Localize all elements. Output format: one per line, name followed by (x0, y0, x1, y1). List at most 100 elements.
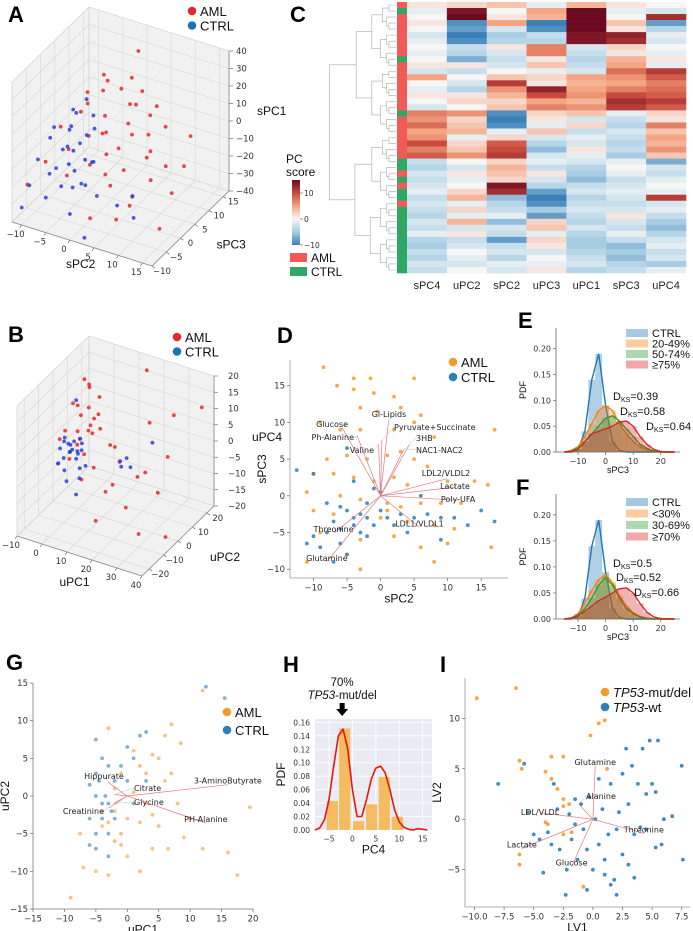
data-point (136, 532, 141, 536)
data-point (358, 512, 363, 516)
y-tick-label: 0 (188, 239, 193, 249)
heatmap-cell (526, 38, 567, 45)
heatmap-row (397, 26, 687, 33)
data-point (486, 482, 490, 487)
histogram-bar (629, 441, 637, 452)
heatmap-cell (486, 104, 527, 111)
data-point (392, 534, 396, 539)
gridline (52, 500, 179, 542)
data-point (58, 124, 63, 129)
heatmap-row (397, 170, 687, 177)
loading-vector (380, 495, 420, 528)
ks-symbol: D (646, 421, 654, 433)
label-leader-line (539, 811, 544, 814)
gridline (88, 384, 215, 426)
column-label: sPC3 (613, 280, 640, 292)
data-point (116, 146, 121, 151)
column-label: uPC4 (652, 280, 680, 292)
heatmap-cell (526, 260, 567, 268)
heatmap-cell (646, 8, 687, 15)
colorbar-tick-label: −10 (304, 241, 320, 250)
data-point (157, 226, 162, 231)
heatmap-cell (486, 260, 527, 268)
legend-swatch (626, 339, 648, 348)
heatmap-row (397, 182, 687, 189)
data-point (385, 515, 390, 520)
label-leader-line (113, 801, 135, 804)
gridline (88, 24, 230, 69)
legend-marker-ctrl (172, 347, 182, 356)
row-group-annotation (397, 20, 407, 27)
heatmap-cell (646, 104, 687, 111)
x-tick-label: 15 (131, 268, 142, 278)
dendrogram (329, 4, 396, 271)
column-label: uPC1 (573, 280, 601, 292)
data-point (204, 684, 208, 689)
heatmap-cell (407, 260, 448, 268)
loading-vector (114, 794, 128, 797)
data-point (626, 802, 631, 806)
ks-value: =0.66 (651, 587, 679, 599)
heatmap-cell (446, 50, 488, 57)
x-tick-label: −5.0 (523, 913, 544, 923)
heatmap-cell (486, 128, 527, 135)
heatmap-cell (646, 128, 687, 135)
data-point (608, 882, 613, 887)
data-point (489, 545, 494, 550)
data-point (564, 867, 569, 872)
series-0 (474, 686, 609, 889)
heatmap-cell (566, 80, 607, 87)
data-point (79, 181, 84, 186)
data-point (304, 541, 309, 546)
heatmap-cell (486, 20, 527, 27)
y-tick-label: 0.12 (293, 745, 310, 754)
heatmap-cell (566, 170, 607, 177)
data-point (445, 541, 450, 546)
x-tick-label: 30 (106, 573, 117, 583)
data-point (596, 842, 601, 847)
z-tick-label: −10 (236, 135, 254, 145)
heatmap-cell (606, 224, 647, 232)
histogram-bar (602, 428, 610, 452)
row-group-annotation (397, 2, 407, 9)
heatmap-cell (446, 170, 488, 177)
histogram-bar (609, 441, 616, 452)
heatmap-cell (486, 152, 527, 159)
gridline (88, 335, 215, 377)
heatmap-cell (526, 152, 567, 159)
heatmap-row (397, 212, 687, 220)
x-tick (14, 535, 18, 540)
arrow-down-icon (336, 703, 349, 716)
heatmap-cell (486, 50, 527, 57)
y-tick-label: −10 (166, 556, 184, 566)
x-tick (67, 240, 71, 244)
data-point (596, 777, 601, 781)
heatmap-cell (446, 32, 488, 39)
histogram-bar (636, 616, 644, 619)
heatmap-cell (446, 122, 488, 129)
histogram-bar (574, 614, 582, 619)
row-group-annotation (397, 164, 407, 171)
y-tick-label: 0 (186, 542, 191, 552)
z-tick-label: 0 (228, 437, 233, 447)
series-1 (496, 738, 685, 897)
heatmap-cell (566, 128, 607, 135)
y-tick-label: −20 (151, 570, 169, 580)
heatmap-row (397, 176, 687, 183)
data-point (479, 508, 484, 513)
data-point (587, 795, 592, 799)
loading-label: Glucose (316, 420, 348, 429)
x-tick (43, 232, 47, 236)
heatmap-cell (526, 146, 567, 153)
x-axis-line (16, 535, 143, 577)
data-point (88, 423, 93, 428)
annotation-gene: TP53 (308, 690, 336, 702)
data-point (561, 797, 566, 801)
data-point (95, 194, 99, 198)
data-point (97, 395, 102, 399)
data-point (106, 831, 111, 836)
data-point (129, 75, 134, 80)
histogram-bar (581, 611, 589, 619)
